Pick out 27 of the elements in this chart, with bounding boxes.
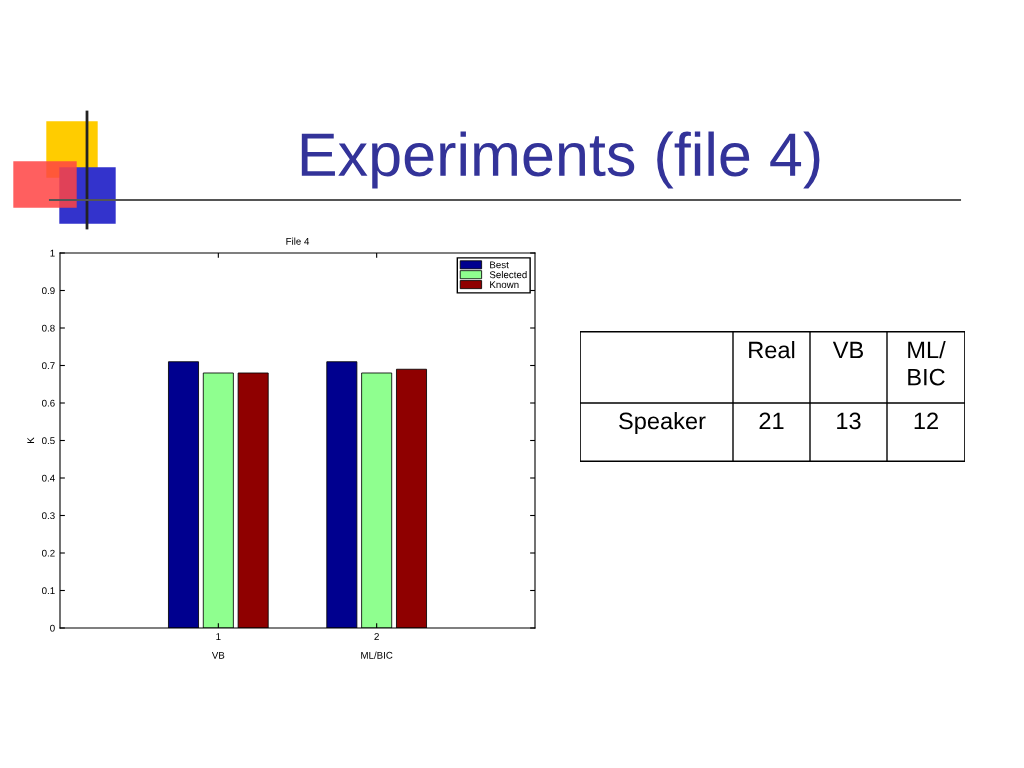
y-tick-label: 0.4 [42,474,55,482]
y-tick-label: 0.3 [42,512,55,520]
y-tick-label: 0 [50,624,55,632]
y-tick-label: 0.2 [42,549,55,557]
legend-label: Best [490,261,509,269]
y-tick-label: 1 [50,249,55,257]
text: Experiments (file 4) [301,131,820,189]
text: 12 [914,412,938,430]
text: 13 [837,412,861,430]
y-tick-label: 0.8 [42,324,55,332]
y-tick-label: 0.9 [42,287,55,295]
text: VB [211,651,225,659]
text: Real [749,341,795,359]
text: 21 [759,412,784,430]
y-tick-label: 0.7 [42,362,55,370]
y-tick-label: 0.5 [42,437,55,445]
y-axis-title: K [27,437,35,443]
legend-label: Selected [489,271,527,279]
text: ML/ BIC [908,341,946,386]
x-tick-label: 2 [374,633,379,640]
legend-label: Known [490,281,519,289]
text: Speaker [619,411,706,434]
chart-title: File 4 [286,237,310,245]
y-tick-label: 0.1 [42,587,55,595]
text: VB [832,341,863,359]
y-tick-label: 0.6 [42,399,55,407]
text: ML/BIC [361,651,393,659]
